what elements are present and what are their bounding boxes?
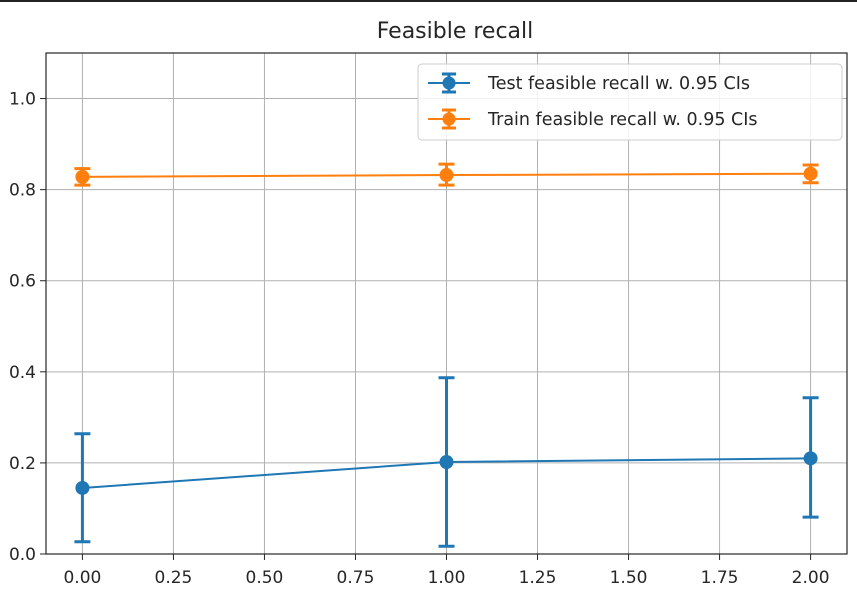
legend-box xyxy=(417,63,843,141)
x-tick-label: 1.75 xyxy=(701,568,739,588)
top-border xyxy=(0,0,857,2)
data-point xyxy=(439,168,454,183)
x-tick-label: 1.00 xyxy=(428,568,466,588)
y-tick-label: 0.0 xyxy=(9,545,36,565)
legend-label: Train feasible recall w. 0.95 CIs xyxy=(487,110,758,130)
data-point xyxy=(75,480,90,495)
axis-ticks: 0.00 0.25 0.50 0.75 1.00 1.25 1.50 1.75 2.00 0.0 0… xyxy=(9,90,830,588)
legend-marker xyxy=(442,112,456,126)
data-point xyxy=(75,169,90,184)
x-tick-label: 1.50 xyxy=(610,568,648,588)
data-point xyxy=(439,454,454,469)
x-tick-label: 0.25 xyxy=(155,568,193,588)
y-tick-label: 0.6 xyxy=(9,272,36,292)
chart-title: Feasible recall xyxy=(377,19,534,44)
series-1 xyxy=(74,376,819,548)
series-layer xyxy=(74,162,819,548)
x-tick-label: 0.50 xyxy=(246,568,284,588)
x-tick-label: 2.00 xyxy=(792,568,830,588)
y-tick-label: 0.2 xyxy=(9,454,36,474)
legend: Test feasible recall w. 0.95 CIs Train fe… xyxy=(417,63,843,141)
legend-marker xyxy=(442,76,456,90)
legend-entry: Test feasible recall w. 0.95 CIs xyxy=(428,72,750,94)
data-point xyxy=(803,451,818,466)
y-tick-label: 0.4 xyxy=(9,363,36,383)
x-tick-label: 0.75 xyxy=(337,568,375,588)
legend-label: Test feasible recall w. 0.95 CIs xyxy=(487,74,750,94)
legend-entry: Train feasible recall w. 0.95 CIs xyxy=(428,108,758,130)
x-tick-label: 1.25 xyxy=(519,568,557,588)
data-point xyxy=(803,166,818,181)
series-2 xyxy=(74,162,819,187)
y-tick-label: 0.8 xyxy=(9,181,36,201)
x-tick-label: 0.00 xyxy=(63,568,101,588)
y-tick-label: 1.0 xyxy=(9,90,36,110)
